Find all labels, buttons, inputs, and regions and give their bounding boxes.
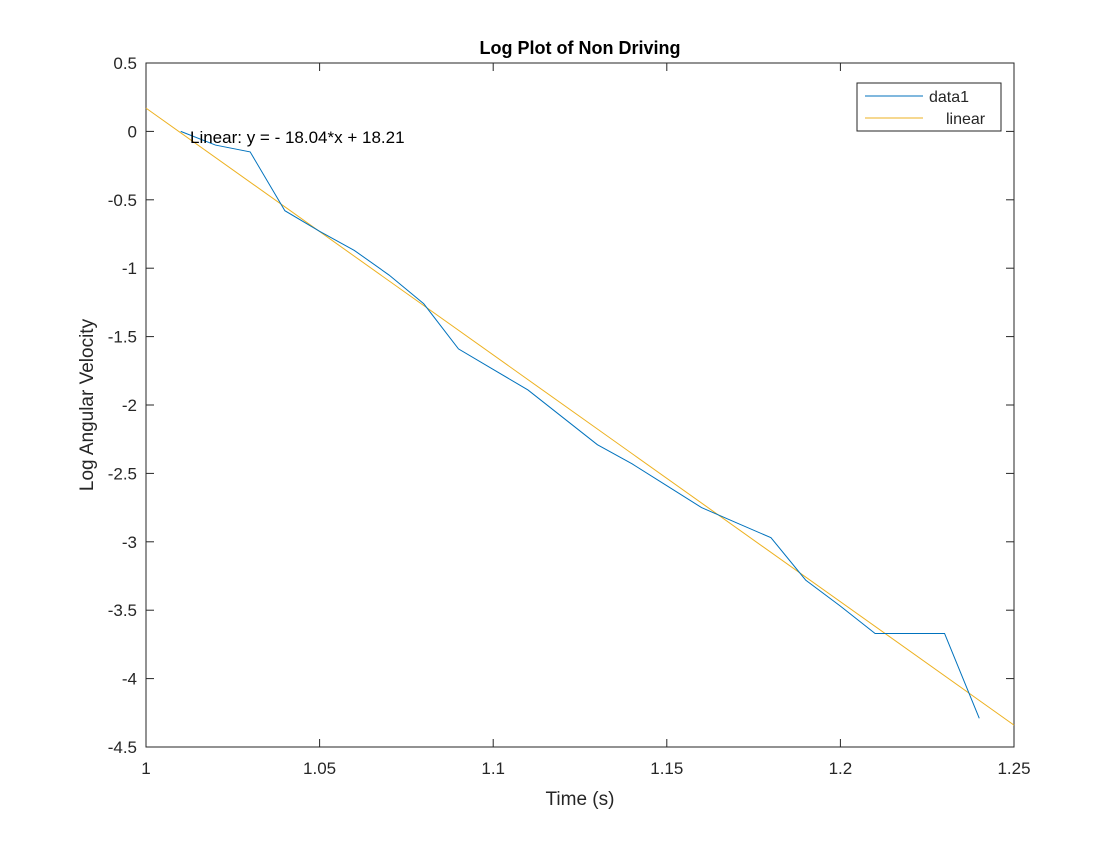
- y-tick-label: -4.5: [108, 738, 137, 757]
- y-tick-label: -3.5: [108, 601, 137, 620]
- y-tick-label: 0.5: [113, 54, 137, 73]
- x-tick-label: 1.1: [481, 759, 505, 778]
- series-lines: [145, 107, 1015, 726]
- fit-annotation: Linear: y = - 18.04*x + 18.21: [190, 128, 405, 147]
- x-tick-label: 1.15: [650, 759, 683, 778]
- ticks: 1 1.05 1.1 1.15 1.2 1.25 0.5 0 -0.5 -1 -1.5 -2 -2.5 -…: [108, 54, 1031, 778]
- x-tick-label: 1: [141, 759, 150, 778]
- y-tick-label: -1: [122, 259, 137, 278]
- x-axis-label: Time (s): [546, 789, 615, 810]
- x-tick-label: 1.05: [303, 759, 336, 778]
- y-tick-label: -1.5: [108, 328, 137, 347]
- legend: data1 linear: [856, 82, 1002, 132]
- y-tick-label: -0.5: [108, 191, 137, 210]
- legend-label-linear: linear: [946, 111, 986, 128]
- x-tick-label: 1.25: [997, 759, 1030, 778]
- y-tick-label: -2: [122, 396, 137, 415]
- y-tick-label: 0: [128, 122, 137, 141]
- series-line-linear: [145, 107, 1015, 726]
- y-tick-label: -2.5: [108, 464, 137, 483]
- axes: [145, 62, 1015, 748]
- y-tick-label: -4: [122, 670, 137, 689]
- series-line-data1: [180, 130, 980, 719]
- legend-label-data1: data1: [929, 89, 969, 106]
- x-tick-label: 1.2: [829, 759, 853, 778]
- y-tick-label: -3: [122, 533, 137, 552]
- chart-title: Log Plot of Non Driving: [480, 38, 681, 58]
- legend-box: [856, 82, 1002, 132]
- y-axis-label: Log Angular Velocity: [77, 318, 98, 491]
- plot-area-frame: [145, 62, 1015, 748]
